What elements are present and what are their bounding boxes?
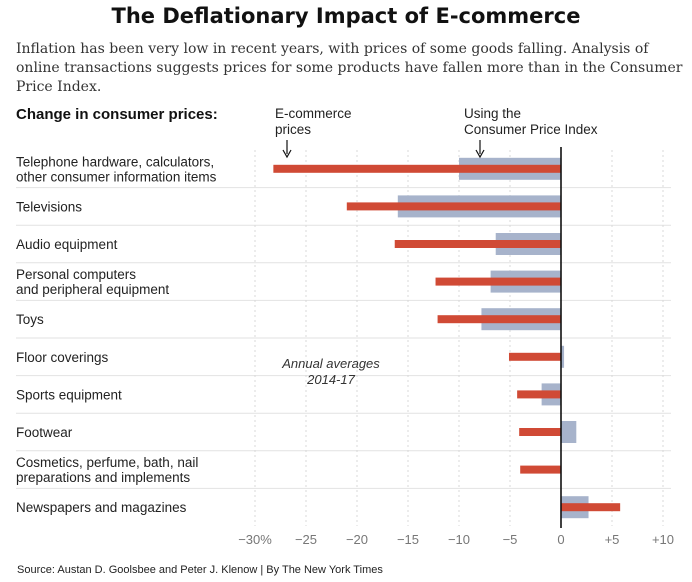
category-label: Newspapers and magazines [16, 500, 187, 515]
annotation-text: Annual averages [281, 356, 380, 371]
legend-arrow-head [282, 149, 292, 159]
annotation-text: 2014-17 [306, 372, 355, 387]
x-tick-label: −25 [295, 532, 317, 547]
bar-ecommerce [519, 428, 561, 436]
x-tick-label: −10 [448, 532, 470, 547]
category-label: and peripheral equipment [16, 282, 169, 297]
bar-ecommerce [394, 240, 561, 248]
x-tick-label: +5 [605, 532, 620, 547]
category-label: Audio equipment [16, 237, 118, 252]
category-label: Personal computers [16, 267, 136, 282]
x-tick-label: 0 [557, 532, 564, 547]
section-label: Change in consumer prices: [16, 106, 218, 123]
x-tick-label: −15 [397, 532, 419, 547]
legend-label: Using the [464, 106, 521, 121]
category-label: Floor coverings [16, 350, 109, 365]
source-note: Source: Austan D. Goolsbee and Peter J. … [17, 564, 383, 576]
category-label: Televisions [16, 199, 82, 214]
category-label: Cosmetics, perfume, bath, nail [16, 455, 198, 470]
category-label: Telephone hardware, calculators, [16, 154, 214, 169]
category-label: preparations and implements [16, 470, 190, 485]
category-label: Sports equipment [16, 387, 122, 402]
x-tick-label: −5 [503, 532, 518, 547]
x-tick-label: −20 [346, 532, 368, 547]
bar-cpi [561, 421, 577, 443]
chart-title: The Deflationary Impact of E-commerce [111, 4, 581, 28]
bar-ecommerce [561, 503, 621, 512]
category-label: other consumer information items [16, 169, 217, 184]
bar-ecommerce [273, 164, 561, 173]
legend-label: prices [275, 122, 311, 137]
bar-cpi [561, 345, 565, 368]
category-label: Footwear [16, 425, 73, 440]
legend-label: E-commerce [275, 106, 352, 121]
bar-ecommerce [508, 352, 561, 361]
legend-arrow-head [475, 149, 485, 159]
category-label: Toys [16, 312, 44, 327]
x-tick-label: −30% [238, 532, 272, 547]
chart-subtitle: Inflation has been very low in recent ye… [16, 41, 683, 95]
bar-ecommerce [346, 202, 561, 211]
bar-ecommerce [520, 465, 561, 474]
x-tick-label: +10 [652, 532, 674, 547]
bar-ecommerce [435, 277, 561, 286]
bar-ecommerce [517, 390, 561, 399]
legend-label: Consumer Price Index [464, 122, 598, 137]
bar-ecommerce [437, 315, 561, 324]
